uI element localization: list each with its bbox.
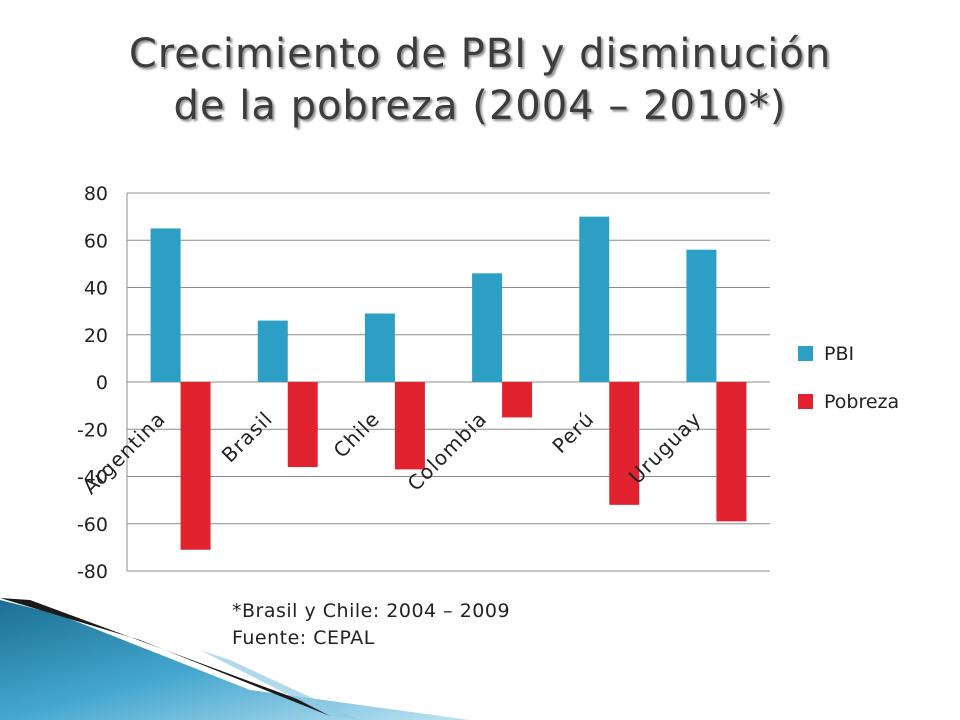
y-tick-label: 0 [96, 372, 108, 394]
y-tick-label: 60 [84, 230, 108, 252]
legend-swatch [798, 346, 813, 361]
source-note: Fuente: CEPAL [232, 627, 375, 649]
bar-pbi-0 [150, 228, 181, 382]
y-tick-label: ‐40 [77, 467, 108, 489]
bar-pbi-2 [364, 313, 395, 382]
bar-pbi-3 [472, 273, 503, 382]
y-tick-label: ‐60 [77, 514, 108, 536]
y-tick-label: 40 [84, 278, 108, 300]
bar-pobreza-0 [180, 382, 211, 550]
bar-pobreza-2 [394, 382, 425, 470]
y-tick-label: ‐80 [77, 561, 108, 583]
title-line-1: Crecimiento de PBI y disminución [128, 31, 832, 77]
legend-label: PBI [824, 343, 854, 365]
category-label: Brasil [217, 407, 278, 468]
bar-pobreza-1 [287, 382, 318, 468]
bar-pbi-4 [579, 216, 610, 382]
category-label: Chile [329, 407, 385, 463]
legend-label: Pobreza [824, 391, 899, 413]
y-tick-label: ‐20 [77, 419, 108, 441]
y-tick-label: 20 [84, 325, 108, 347]
bar-pobreza-5 [716, 382, 747, 522]
bar-pbi-5 [686, 249, 717, 382]
notes: *Brasil y Chile: 2004 – 2009 Fuente: CEP… [232, 598, 510, 652]
title-line-2: de la pobreza (2004 – 2010*) [173, 83, 787, 129]
legend-swatch [798, 394, 813, 409]
footnote: *Brasil y Chile: 2004 – 2009 [232, 600, 511, 622]
bar-pobreza-3 [502, 382, 533, 418]
category-label: Perú [547, 407, 598, 458]
page-title: Crecimiento de PBI y disminución de la p… [0, 28, 960, 132]
y-tick-label: 80 [84, 183, 108, 205]
bar-pbi-1 [257, 320, 288, 382]
bar-pobreza-4 [609, 382, 640, 505]
